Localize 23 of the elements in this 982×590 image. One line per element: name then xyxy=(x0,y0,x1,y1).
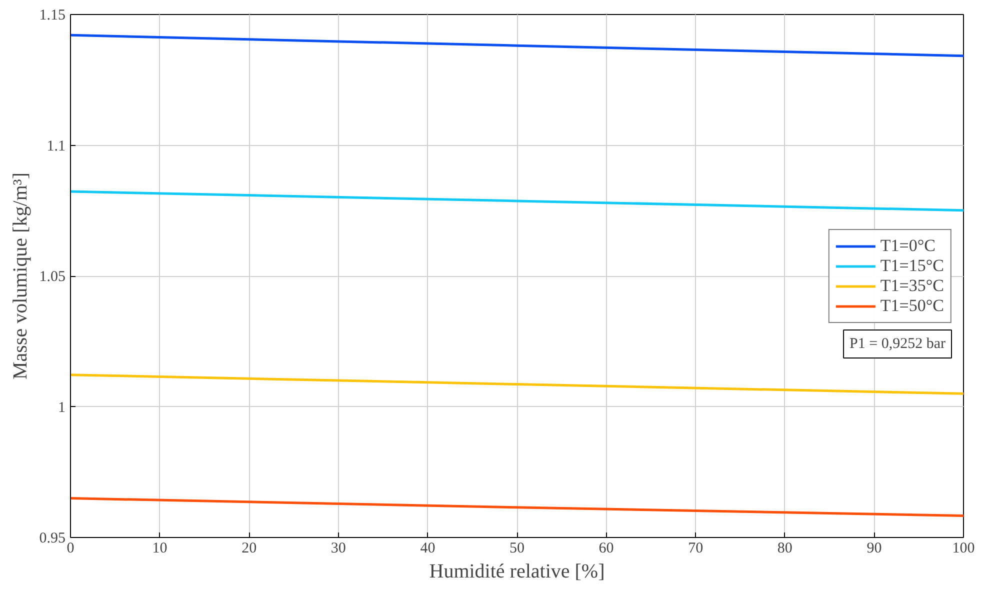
y-tick-label: 0.95 xyxy=(39,530,66,546)
y-tick-label: 1.1 xyxy=(46,138,66,154)
x-tick-label: 30 xyxy=(330,540,346,556)
x-tick-label: 100 xyxy=(952,540,975,556)
x-tick-label: 80 xyxy=(777,540,792,556)
x-axis-title: Humidité relative [%] xyxy=(429,560,605,582)
y-tick-label: 1.05 xyxy=(39,269,66,285)
x-tick-label: 40 xyxy=(420,540,436,556)
y-tick-label: 1 xyxy=(58,400,66,416)
y-axis-title: Masse volumique [kg/m³] xyxy=(9,172,32,380)
legend-label: T1=15°C xyxy=(880,256,944,276)
annotation: P1 = 0,9252 bar xyxy=(850,336,946,352)
x-tick-label: 60 xyxy=(598,540,614,556)
x-tick-label: 90 xyxy=(866,540,882,556)
x-tick-label: 20 xyxy=(242,540,257,556)
legend-label: T1=0°C xyxy=(880,236,936,256)
y-tick-label: 1.15 xyxy=(39,8,66,24)
x-tick-label: 50 xyxy=(510,540,524,556)
x-tick-label: 0 xyxy=(66,540,74,556)
x-tick-label: 70 xyxy=(688,540,704,556)
legend-label: T1=50°C xyxy=(880,296,944,316)
x-tick-label: 10 xyxy=(152,540,168,556)
legend-label: T1=35°C xyxy=(880,276,944,296)
